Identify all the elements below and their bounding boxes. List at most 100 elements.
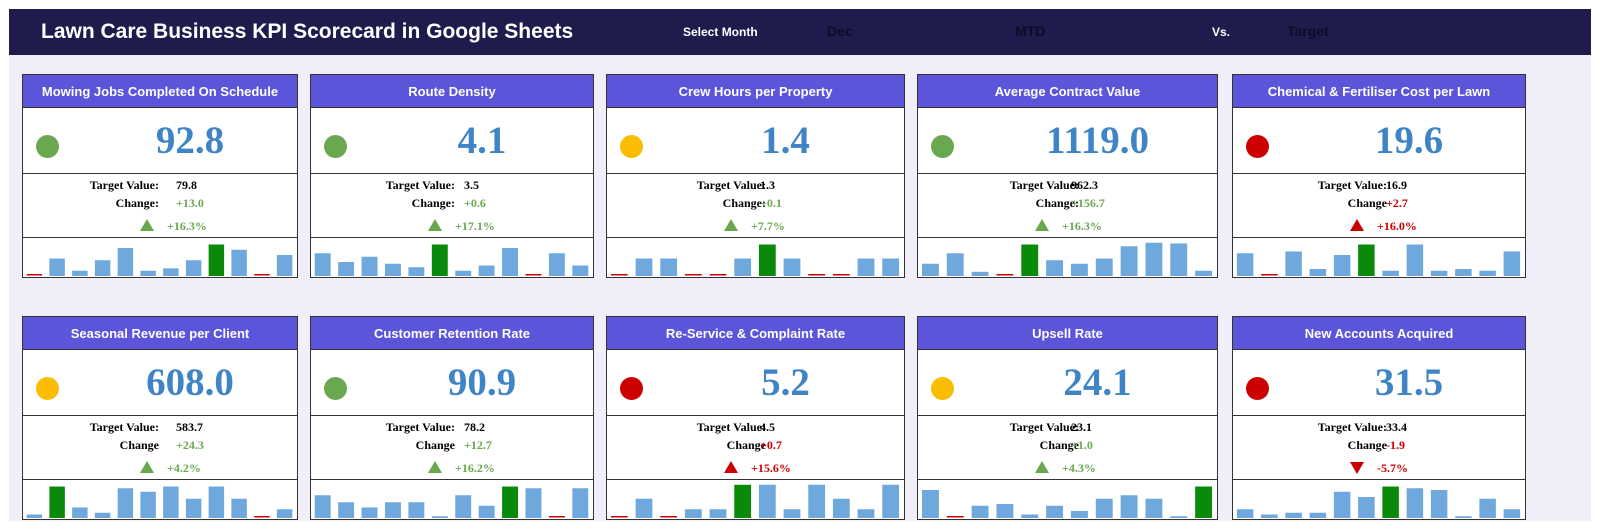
spark-bar — [1503, 251, 1521, 276]
spark-bar — [1195, 486, 1213, 518]
spark-bar — [117, 248, 134, 276]
spark-bar — [1333, 255, 1351, 276]
change-percent: +16.2% — [455, 461, 495, 475]
spark-bar — [49, 258, 65, 276]
kpi-title: Mowing Jobs Completed On Schedule — [23, 75, 297, 108]
target-value: 33.4 — [1386, 420, 1407, 434]
sparkline-chart — [921, 486, 1213, 518]
spark-bar — [971, 505, 989, 518]
kpi-title: Customer Retention Rate — [311, 317, 593, 350]
target-label: Target Value: — [385, 420, 455, 434]
kpi-card: Re-Service & Complaint Rate 5.2 Target V… — [606, 316, 905, 520]
spark-bar — [1406, 488, 1424, 518]
sparkline-chart — [314, 244, 589, 276]
spark-bar — [338, 502, 355, 518]
spark-bar — [783, 258, 801, 276]
spark-bar — [832, 498, 850, 518]
spark-bar — [1430, 270, 1448, 276]
spark-bar — [478, 265, 495, 276]
kpi-title: Re-Service & Complaint Rate — [607, 317, 904, 350]
spark-bar — [1455, 516, 1472, 518]
kpi-main: 24.1 — [918, 350, 1217, 416]
spark-bar — [635, 258, 653, 276]
kpi-main: 92.8 — [23, 108, 297, 174]
trend-arrow-icon — [1035, 219, 1049, 231]
kpi-title: Seasonal Revenue per Client — [23, 317, 297, 350]
spark-bar — [26, 274, 43, 276]
spark-bar — [140, 270, 156, 276]
change-label: Change — [415, 438, 455, 452]
kpi-card: Seasonal Revenue per Client 608.0 Target… — [22, 316, 298, 520]
spark-bar — [49, 486, 65, 518]
kpi-stats: Target Value: 33.4 Change -1.9 -5.7% — [1233, 416, 1525, 480]
spark-bar — [548, 253, 565, 276]
spark-bar — [660, 258, 678, 276]
change-percent: +4.2% — [167, 461, 201, 475]
spark-bar — [72, 270, 88, 276]
spark-bar — [660, 516, 678, 518]
kpi-value: 90.9 — [447, 361, 517, 404]
spark-bar — [572, 265, 589, 276]
spark-bar — [758, 244, 776, 276]
kpi-stats: Target Value: 962.3 Change: +156.7 +16.3… — [918, 174, 1217, 238]
spark-bar — [1261, 514, 1278, 518]
spark-bar — [808, 274, 826, 276]
kpi-card: New Accounts Acquired 31.5 Target Value:… — [1232, 316, 1526, 520]
spark-bar — [525, 488, 542, 518]
kpi-title: Average Contract Value — [918, 75, 1217, 108]
spark-bar — [946, 253, 964, 276]
spark-bar — [1382, 486, 1399, 518]
kpi-value: 19.6 — [1374, 119, 1444, 162]
status-indicator-icon — [324, 377, 347, 400]
spark-bar — [1021, 514, 1039, 518]
kpi-title: New Accounts Acquired — [1233, 317, 1525, 350]
target-value: 16.9 — [1386, 178, 1407, 192]
kpi-stats: Target Value: 4.5 Change +0.7 +15.6% — [607, 416, 904, 480]
target-label: Target Value: — [385, 178, 455, 192]
trend-arrow-icon — [1350, 462, 1364, 474]
status-indicator-icon — [931, 377, 954, 400]
spark-bar — [1046, 505, 1064, 518]
kpi-stats: Target Value: 1.3 Change: +0.1 +7.7% — [607, 174, 904, 238]
trend-arrow-icon — [428, 461, 442, 473]
spark-bar — [185, 260, 202, 276]
target-label: Target Value: — [1317, 420, 1387, 434]
target-label: Target Value: — [1009, 420, 1079, 434]
spark-bar — [709, 509, 727, 518]
spark-bar — [276, 509, 293, 518]
kpi-main: 5.2 — [607, 350, 904, 416]
spark-bar — [94, 512, 111, 518]
spark-bar — [208, 486, 225, 518]
compare-select[interactable]: Target — [1287, 23, 1329, 39]
spark-bar — [1021, 244, 1039, 276]
status-indicator-icon — [931, 135, 954, 158]
kpi-main: 31.5 — [1233, 350, 1525, 416]
spark-bar — [1145, 498, 1163, 518]
change-percent: +7.7% — [751, 219, 785, 233]
kpi-value: 1.4 — [761, 119, 810, 162]
spark-bar — [1285, 512, 1302, 518]
month-select[interactable]: Dec — [827, 23, 853, 39]
target-label: Target Value: — [1317, 178, 1387, 192]
change-label: Change: — [115, 196, 159, 210]
spark-bar — [1070, 263, 1088, 276]
spark-bar — [1120, 246, 1138, 276]
change-value: -1.9 — [1386, 438, 1405, 452]
spark-bar — [431, 244, 448, 276]
spark-bar — [635, 498, 653, 518]
trend-arrow-icon — [724, 461, 738, 473]
period-select[interactable]: MTD — [1015, 23, 1046, 39]
spark-bar — [502, 486, 519, 518]
spark-bar — [455, 270, 472, 276]
status-indicator-icon — [324, 135, 347, 158]
trend-arrow-icon — [724, 219, 738, 231]
change-percent: +4.3% — [1062, 461, 1096, 475]
kpi-main: 19.6 — [1233, 108, 1525, 174]
spark-bar — [610, 516, 628, 518]
header-bar: Lawn Care Business KPI Scorecard in Goog… — [9, 9, 1591, 55]
spark-bar — [1170, 516, 1188, 518]
target-label: Target Value: — [1009, 178, 1079, 192]
spark-bar — [1095, 498, 1113, 518]
spark-bar — [163, 486, 179, 518]
kpi-card: Route Density 4.1 Target Value: 3.5 Chan… — [310, 74, 594, 278]
